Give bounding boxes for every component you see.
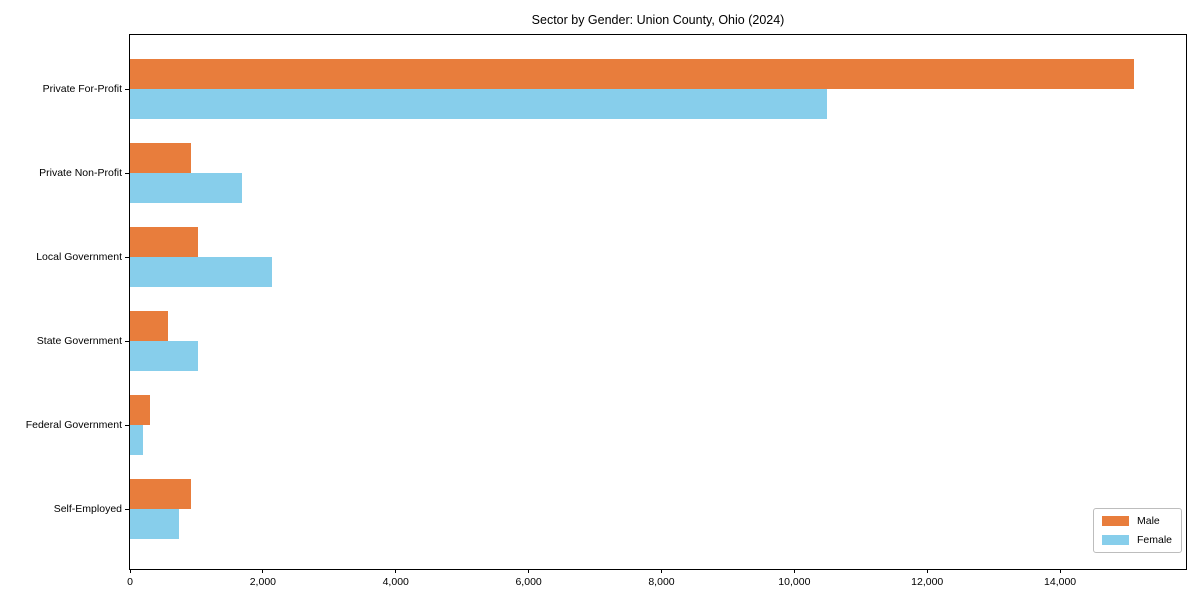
bar-female-0 (130, 89, 827, 119)
y-axis-label: Local Government (36, 251, 122, 263)
x-tick-mark (262, 569, 264, 573)
y-tick-mark (125, 508, 129, 510)
bar-female-1 (130, 173, 242, 203)
bar-female-3 (130, 341, 199, 371)
plot-area: Male Female Private For-Profit Private No… (26, 34, 1187, 588)
y-axis-label: Federal Government (25, 419, 122, 431)
y-axis-label: Private Non-Profit (39, 167, 122, 179)
legend: Male Female (1092, 508, 1182, 553)
bar-male-5 (130, 479, 192, 509)
x-tick-mark (793, 569, 795, 573)
x-axis-label: 0 (127, 576, 133, 588)
x-axis-label: 4,000 (382, 576, 409, 588)
x-tick-mark (1059, 569, 1061, 573)
x-tick-mark (129, 569, 131, 573)
legend-entry-female: Female (1101, 534, 1172, 546)
legend-swatch-male (1101, 516, 1129, 526)
legend-label-female: Female (1136, 534, 1172, 546)
bar-male-2 (130, 227, 199, 257)
bar-male-0 (130, 59, 1134, 89)
bar-female-5 (130, 509, 180, 539)
x-axis-label: 6,000 (515, 576, 542, 588)
bar-male-1 (130, 143, 192, 173)
y-tick-mark (125, 256, 129, 258)
y-tick-mark (125, 88, 129, 90)
legend-label-male: Male (1136, 515, 1160, 527)
bar-female-2 (130, 257, 272, 287)
x-axis-label: 10,000 (778, 576, 811, 588)
legend-entry-male: Male (1101, 515, 1172, 527)
x-axis-label: 8,000 (648, 576, 675, 588)
y-tick-mark (125, 172, 129, 174)
bar-female-4 (130, 425, 143, 455)
y-axis-label: Private For-Profit (42, 83, 122, 95)
bar-male-4 (130, 395, 150, 425)
bar-male-3 (130, 311, 169, 341)
x-tick-mark (528, 569, 530, 573)
x-tick-mark (926, 569, 928, 573)
x-tick-mark (660, 569, 662, 573)
x-axis-label: 2,000 (249, 576, 276, 588)
legend-swatch-female (1101, 535, 1129, 545)
x-tick-mark (395, 569, 397, 573)
y-axis-label: Self-Employed (53, 503, 122, 515)
chart-title: Sector by Gender: Union County, Ohio (20… (531, 13, 785, 27)
y-tick-mark (125, 424, 129, 426)
x-axis-label: 12,000 (911, 576, 944, 588)
y-axis-label: State Government (36, 335, 122, 347)
y-tick-mark (125, 340, 129, 342)
x-axis-label: 14,000 (1044, 576, 1077, 588)
